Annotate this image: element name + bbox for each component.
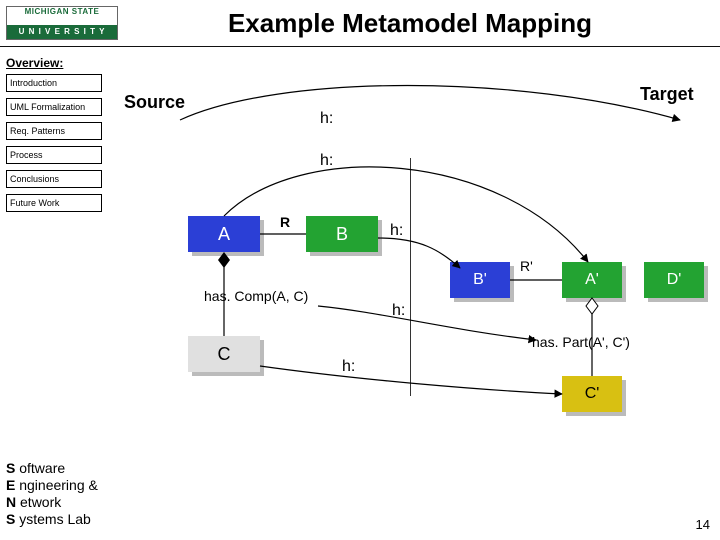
node-Cp: C' (562, 376, 622, 412)
node-C-label: C (218, 344, 231, 365)
nav-item-uml-formalization[interactable]: UML Formalization (6, 98, 102, 116)
slide: MICHIGAN STATE U N I V E R S I T Y Examp… (0, 0, 720, 540)
nav-sidebar: Introduction UML Formalization Req. Patt… (6, 74, 102, 218)
nav-item-future-work[interactable]: Future Work (6, 194, 102, 212)
node-A-label: A (218, 224, 230, 245)
edge-hasComp-label: has. Comp(A, C) (204, 288, 308, 304)
node-Ap-label: A' (585, 271, 599, 289)
node-B-label: B (336, 224, 348, 245)
node-B: B (306, 216, 378, 252)
node-Dp: D' (644, 262, 704, 298)
nav-item-process[interactable]: Process (6, 146, 102, 164)
edge-R-label: R (280, 214, 290, 230)
h-label-3: h: (390, 222, 403, 240)
h-label-5: h: (342, 358, 355, 376)
h-label-2: h: (320, 152, 333, 170)
node-Bp-label: B' (473, 271, 487, 289)
node-Dp-label: D' (667, 271, 682, 289)
lab-line: N etwork (6, 494, 98, 511)
node-Ap: A' (562, 262, 622, 298)
page-title: Example Metamodel Mapping (130, 8, 690, 39)
metamodel-diagram: Source Target h: h: h: h: h: A B C B' A'… (120, 80, 710, 440)
nav-item-introduction[interactable]: Introduction (6, 74, 102, 92)
h-label-4: h: (392, 302, 405, 320)
lab-footer: S oftware E ngineering & N etwork S yste… (6, 460, 98, 528)
lab-line: E ngineering & (6, 477, 98, 494)
nav-item-conclusions[interactable]: Conclusions (6, 170, 102, 188)
source-label: Source (124, 92, 185, 113)
lab-line: S oftware (6, 460, 98, 477)
edge-Rp-label: R' (520, 258, 533, 274)
h-label-1: h: (320, 110, 333, 128)
msu-logo: MICHIGAN STATE U N I V E R S I T Y (6, 6, 118, 40)
source-target-divider (410, 158, 411, 396)
target-label: Target (640, 84, 694, 105)
node-Bp: B' (450, 262, 510, 298)
logo-bottom: U N I V E R S I T Y (7, 25, 117, 39)
node-Cp-label: C' (585, 385, 600, 403)
nav-item-req-patterns[interactable]: Req. Patterns (6, 122, 102, 140)
logo-top: MICHIGAN STATE (7, 7, 117, 25)
node-A: A (188, 216, 260, 252)
edge-hasPart-label: has. Part(A', C') (532, 334, 630, 350)
title-rule (0, 46, 720, 47)
node-C: C (188, 336, 260, 372)
lab-line: S ystems Lab (6, 511, 98, 528)
page-number: 14 (696, 517, 710, 532)
overview-heading: Overview: (6, 56, 63, 70)
